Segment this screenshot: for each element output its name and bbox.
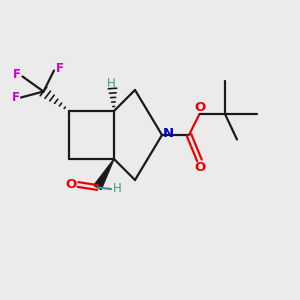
Text: H: H <box>107 77 116 90</box>
Text: F: F <box>12 91 20 104</box>
Text: H: H <box>112 182 122 196</box>
Text: N: N <box>163 127 174 140</box>
Text: F: F <box>13 68 21 82</box>
Text: O: O <box>194 161 206 174</box>
Text: F: F <box>56 62 63 76</box>
Polygon shape <box>94 159 114 190</box>
Text: O: O <box>194 101 206 114</box>
Text: O: O <box>66 178 77 191</box>
